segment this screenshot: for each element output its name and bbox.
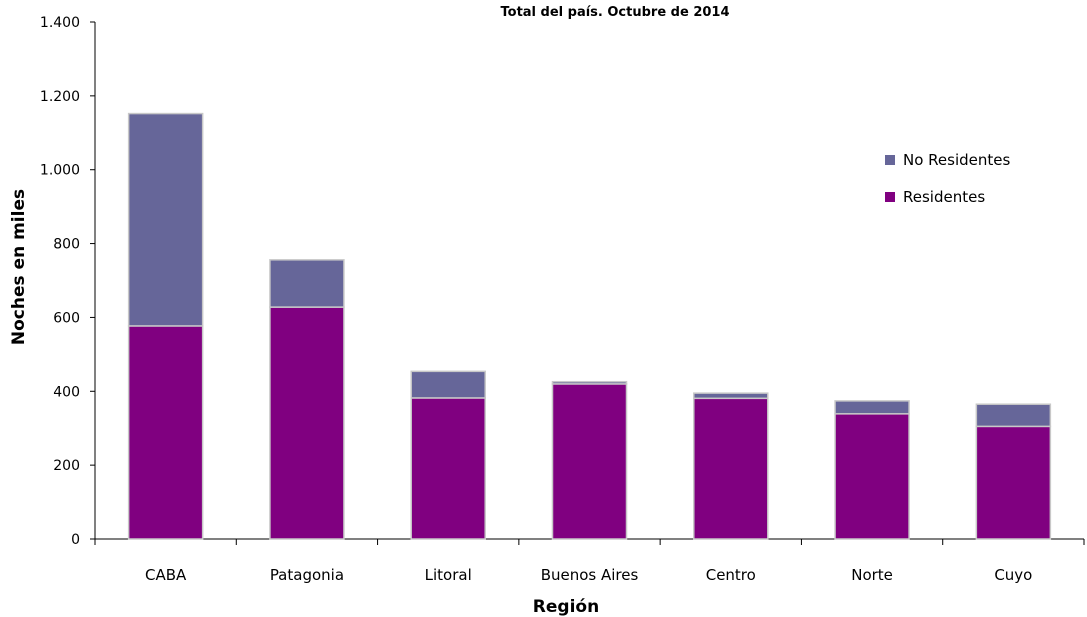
bar-residentes	[553, 384, 627, 539]
y-tick-label: 400	[53, 384, 80, 400]
legend-label: Residentes	[903, 188, 985, 206]
bar-residentes	[694, 398, 768, 539]
x-axis-title: Región	[533, 597, 599, 617]
bar-no-residentes	[553, 382, 627, 384]
y-axis: 0 200 400 600 800 1.000 1.200 1.400	[40, 15, 95, 548]
bar-no-residentes	[835, 401, 909, 414]
x-tick-label: Norte	[851, 566, 893, 584]
bar-no-residentes	[129, 114, 203, 326]
y-tick-label: 200	[53, 458, 80, 474]
bar-residentes	[129, 326, 203, 539]
y-tick-label: 1.200	[40, 89, 80, 105]
legend-swatch	[885, 155, 895, 165]
y-tick-label: 1.000	[40, 163, 80, 179]
legend: No Residentes Residentes	[885, 151, 1010, 206]
y-tick-label: 1.400	[40, 15, 80, 31]
bar-residentes	[270, 307, 344, 539]
y-tick-label: 800	[53, 237, 80, 253]
x-tick-label: Buenos Aires	[541, 566, 639, 584]
legend-label: No Residentes	[903, 151, 1010, 169]
x-tick-label: Centro	[706, 566, 756, 584]
x-tick-label: Cuyo	[994, 566, 1032, 584]
x-tick-label: Litoral	[425, 566, 472, 584]
bar-no-residentes	[694, 393, 768, 398]
x-tick-label: CABA	[145, 566, 187, 584]
bar-no-residentes	[976, 404, 1050, 426]
y-tick-label: 600	[53, 310, 80, 326]
x-tick-label: Patagonia	[270, 566, 344, 584]
bar-no-residentes	[270, 260, 344, 307]
legend-swatch	[885, 192, 895, 202]
y-tick-label: 0	[71, 532, 80, 548]
chart-title: Total del país. Octubre de 2014	[501, 5, 730, 20]
bar-no-residentes	[411, 371, 485, 398]
bar-residentes	[411, 398, 485, 539]
bars	[129, 114, 1051, 539]
bar-residentes	[976, 426, 1050, 539]
bar-residentes	[835, 414, 909, 539]
x-axis: CABA Patagonia Litoral Buenos Aires Centro No…	[90, 539, 1084, 584]
y-axis-title: Noches en miles	[9, 189, 29, 345]
